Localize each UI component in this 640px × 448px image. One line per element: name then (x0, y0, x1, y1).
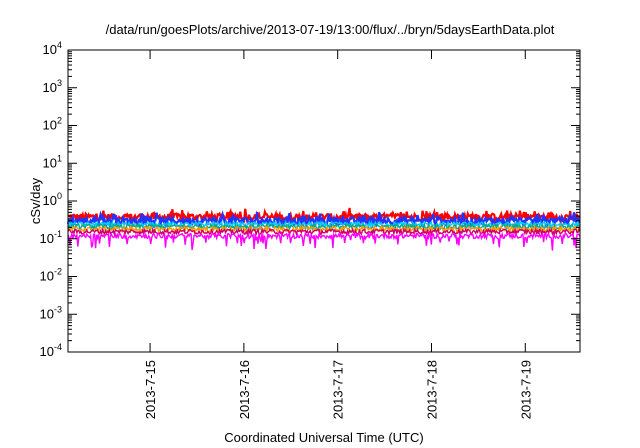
series-line (67, 207, 581, 226)
y-tick-label: 100 (43, 191, 62, 208)
x-axis-label: Coordinated Universal Time (UTC) (224, 430, 423, 445)
y-axis-label: cSv/day (28, 177, 43, 224)
x-tick-label: 2013-7-19 (518, 360, 533, 419)
data-series-layer (66, 207, 581, 251)
axis-ticks: 104 103 102 101 100 10-1 10-2 10-3 10-4 2013-7-15… (40, 40, 580, 419)
x-tick-label: 2013-7-15 (143, 360, 158, 419)
series-line (67, 221, 581, 232)
y-tick-label: 10-3 (40, 304, 62, 321)
x-tick-label: 2013-7-16 (237, 360, 252, 419)
series-line (67, 226, 581, 237)
x-tick-label: 2013-7-17 (331, 360, 346, 419)
y-tick-label: 10-4 (40, 342, 62, 359)
y-tick-label: 101 (43, 153, 62, 170)
y-tick-label: 10-2 (40, 267, 62, 284)
y-tick-label: 103 (43, 78, 62, 95)
series-line (67, 231, 581, 251)
x-tick-label: 2013-7-18 (424, 360, 439, 419)
plot-frame (67, 49, 581, 353)
y-tick-label: 102 (43, 116, 62, 133)
y-tick-label: 104 (43, 40, 62, 57)
chart-title: /data/run/goesPlots/archive/2013-07-19/1… (106, 22, 555, 37)
y-tick-label: 10-1 (40, 229, 62, 246)
